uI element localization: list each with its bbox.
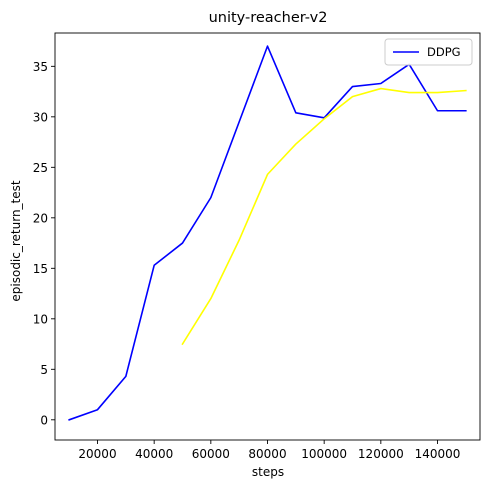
legend-box [384, 38, 473, 66]
x-tick-label: 40000 [135, 447, 173, 461]
y-tick-label: 20 [33, 211, 48, 225]
y-tick-label: 5 [40, 363, 48, 377]
x-axis-label: steps [252, 465, 284, 479]
x-tick-label: 20000 [78, 447, 116, 461]
x-tick-label: 140000 [415, 447, 461, 461]
x-tick-label: 100000 [301, 447, 347, 461]
chart-title: unity-reacher-v2 [209, 10, 328, 26]
y-tick-label: 0 [40, 413, 48, 427]
series-line-ddpg [68, 45, 467, 421]
y-tick-label: 35 [33, 60, 48, 74]
y-tick-label: 30 [33, 110, 48, 124]
y-axis-label: episodic_return_test [9, 180, 23, 302]
y-tick-label: 25 [33, 161, 48, 175]
x-tick-label: 80000 [248, 447, 286, 461]
plot-frame [54, 32, 481, 441]
series-line-series-2 [181, 87, 467, 346]
y-tick-label: 10 [33, 312, 48, 326]
x-tick-label: 120000 [358, 447, 404, 461]
x-tick-label: 60000 [192, 447, 230, 461]
plot-area: 20000 40000 60000 80000 100000 120000 140000 0 5… [33, 32, 481, 461]
y-tick-label: 15 [33, 262, 48, 276]
legend-label: DDPG [427, 45, 461, 59]
